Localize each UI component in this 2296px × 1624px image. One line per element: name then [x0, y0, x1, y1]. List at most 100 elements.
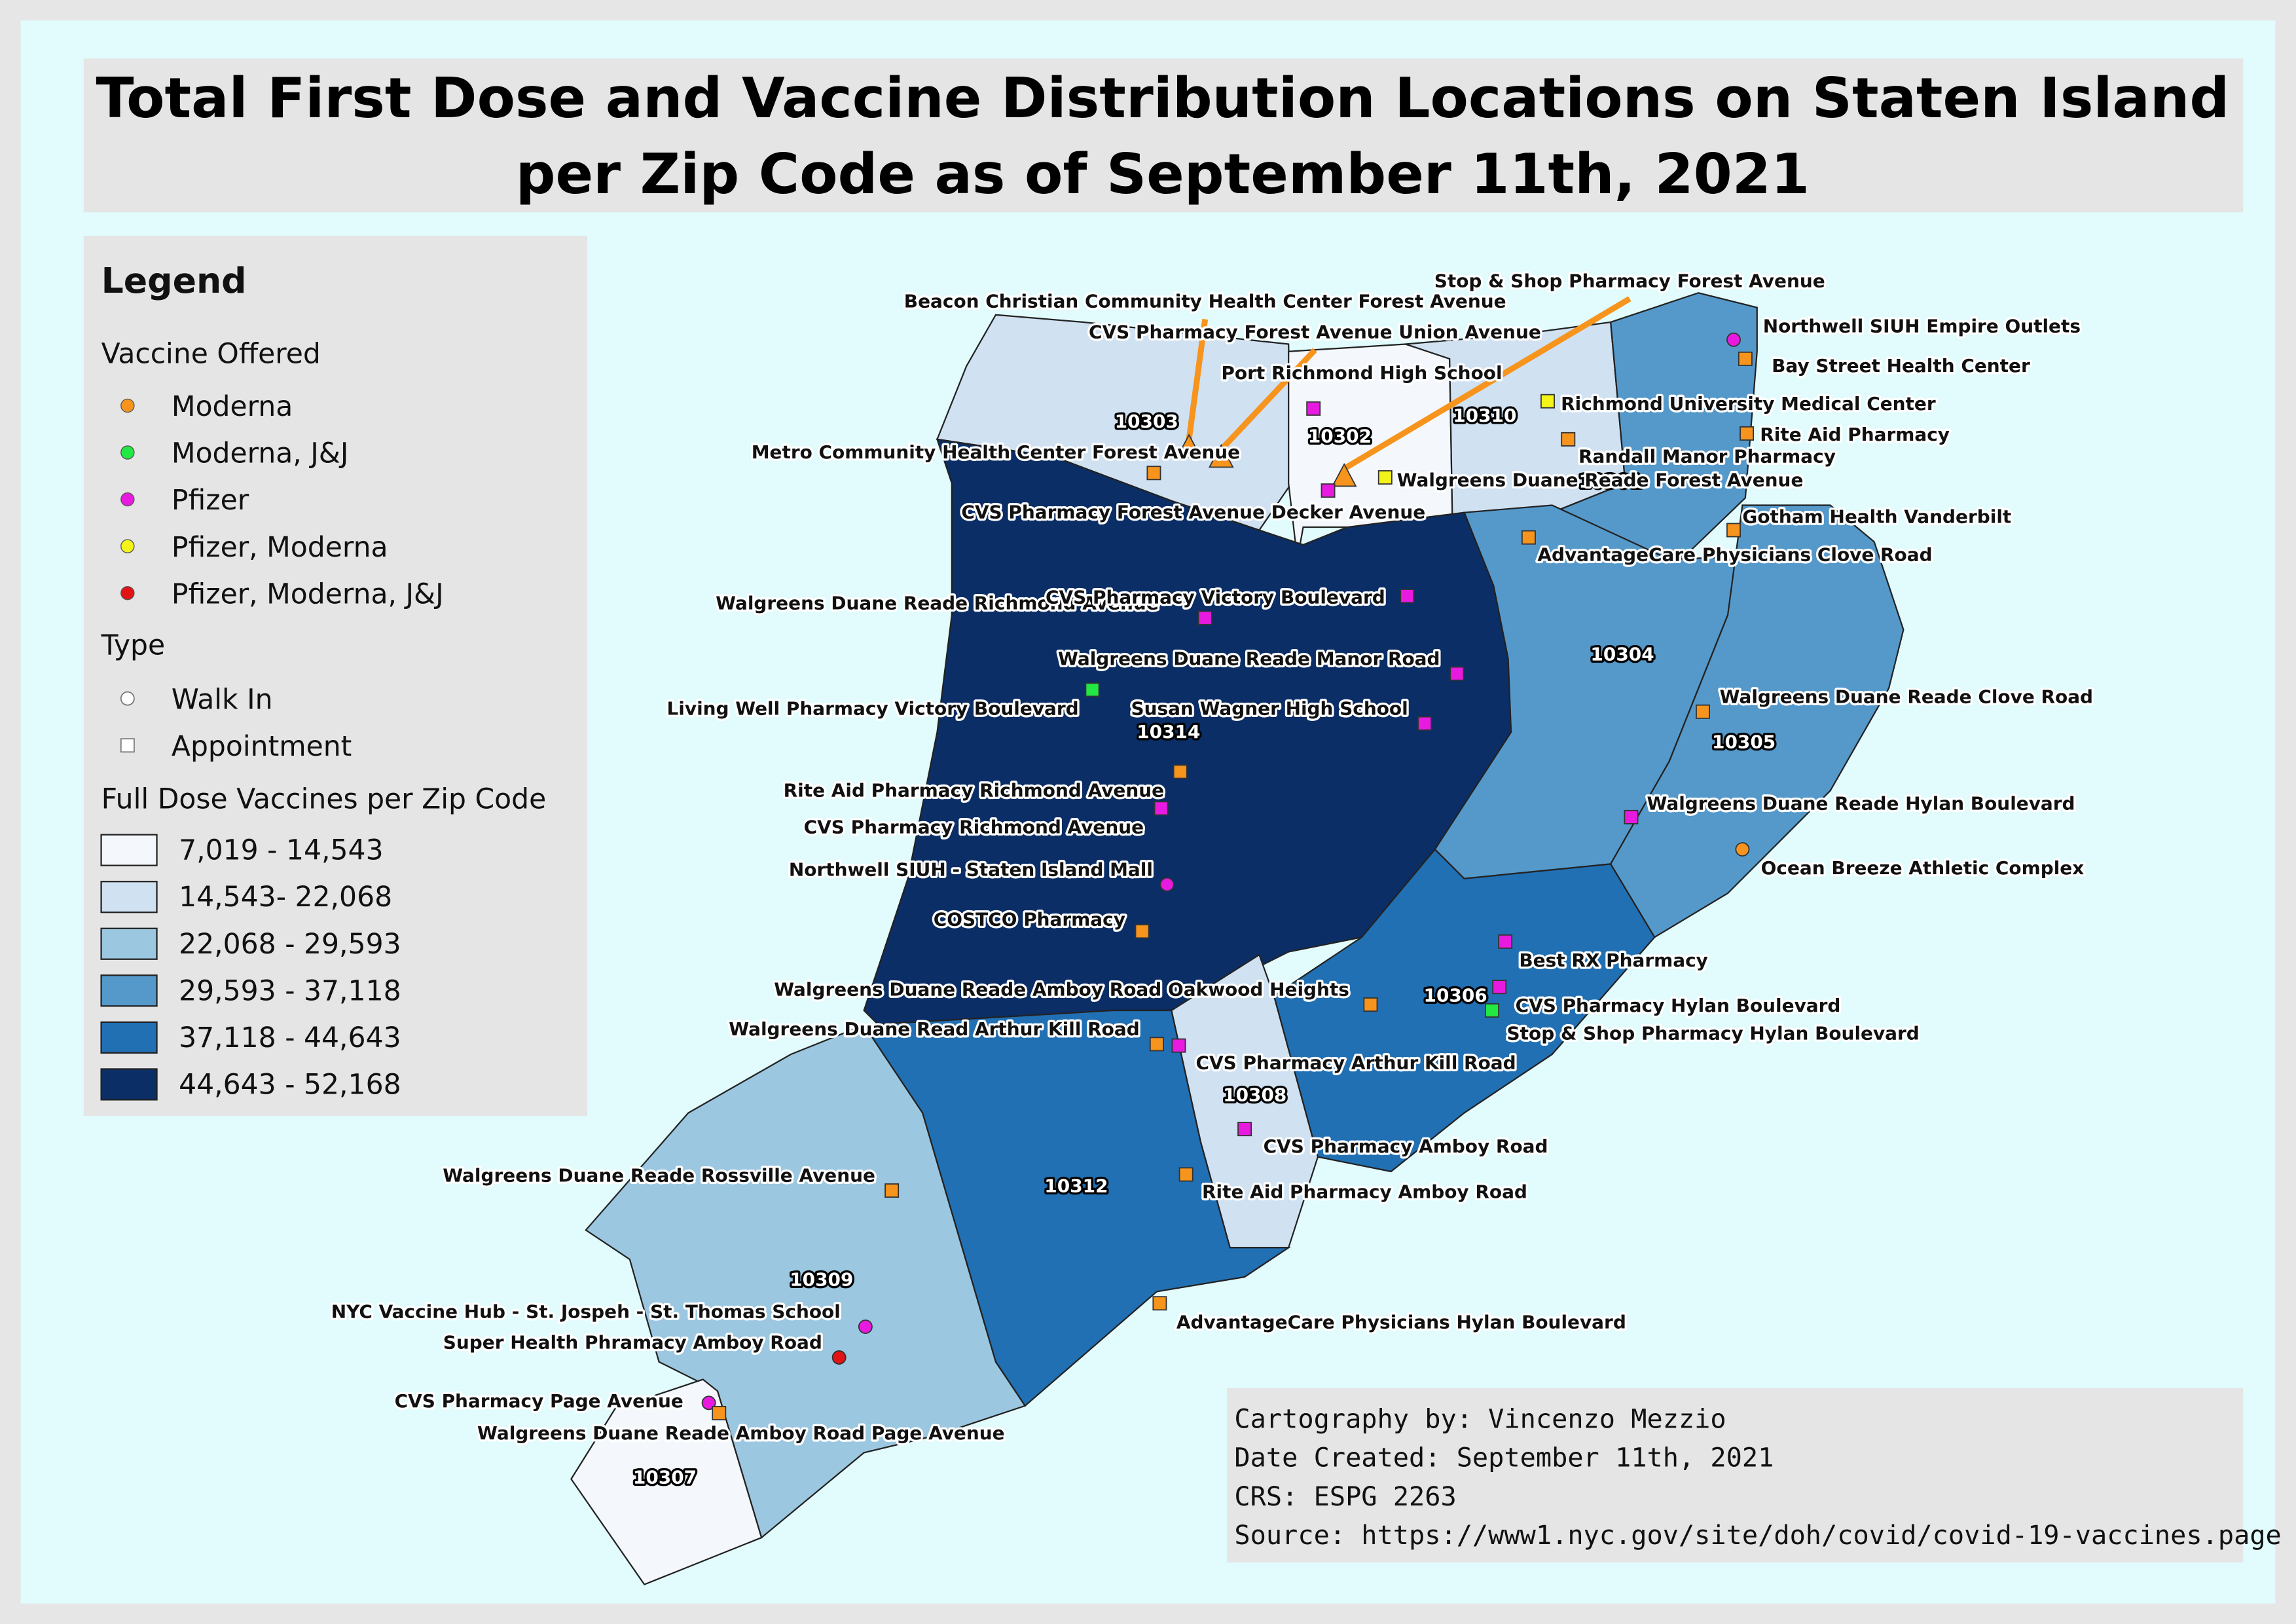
legend-heading: Vaccine Offered [101, 339, 321, 371]
location-label: Beacon Christian Community Health Center… [904, 291, 1506, 312]
location-marker [1321, 483, 1336, 498]
location-label: AdvantageCare Physicians Clove Road [1537, 544, 1932, 565]
legend-items: Moderna Moderna, J&J Pfizer Pfizer, Moderna… [100, 391, 444, 1101]
zip-label: 10307 [633, 1466, 697, 1488]
zip-label: 10314 [1137, 721, 1200, 743]
zip-label: 10303 [1115, 411, 1178, 432]
location-marker [1492, 980, 1507, 995]
legend-title: Legend [101, 260, 247, 301]
arrows [1186, 296, 1631, 471]
legend-swatch [120, 539, 135, 553]
zip-label: 10302 [1308, 425, 1372, 447]
legend-swatch [100, 927, 158, 960]
location-label: Walgreens Duane Reade Rossville Avenue [443, 1165, 875, 1187]
location-label: Richmond University Medical Center [1561, 393, 1936, 415]
title-box [83, 58, 2244, 213]
legend-label: 22,068 - 29,593 [179, 929, 401, 961]
location-label: Best RX Pharmacy [1519, 950, 1707, 971]
legend-label: 7,019 - 14,543 [179, 835, 384, 867]
location-marker [858, 1320, 873, 1334]
credit-line: Source: https://www1.nyc.gov/site/doh/co… [1234, 1521, 2281, 1551]
zip-area [1609, 504, 1904, 938]
location-marker [1485, 1003, 1499, 1018]
location-marker [712, 1406, 727, 1420]
location-marker [831, 1350, 847, 1365]
legend-label: 29,593 - 37,118 [179, 975, 401, 1007]
location-marker [1331, 462, 1357, 487]
zip-area [585, 1024, 1027, 1539]
legend-swatch [120, 585, 135, 600]
title-line: Total First Dose and Vaccine Distributio… [96, 66, 2229, 131]
location-label: CVS Pharmacy Forest Avenue Union Avenue [1089, 322, 1541, 343]
location-label: Susan Wagner High School [1131, 697, 1408, 719]
location-label: Gotham Health Vanderbilt [1742, 506, 2011, 527]
zip-area [570, 1378, 763, 1585]
location-label: Super Health Phramacy Amboy Road [443, 1332, 822, 1354]
location-label: CVS Pharmacy Arthur Kill Road [1195, 1052, 1516, 1073]
location-label: Rite Aid Pharmacy Amboy Road [1202, 1181, 1527, 1202]
location-label: Ocean Breeze Athletic Complex [1761, 857, 2085, 879]
legend-swatch [100, 881, 158, 913]
legend-swatch [100, 834, 158, 866]
legend-label: Pfizer, Moderna, J&J [172, 578, 444, 610]
zip-label: 10301 [1579, 471, 1643, 492]
legend-label: Moderna [172, 391, 293, 423]
location-labels: Northwell SIUH Empire Outlets Bay Street … [329, 268, 2095, 1447]
credit-line: Cartography by: Vincenzo Mezzio [1234, 1404, 1726, 1434]
location-marker [1740, 426, 1755, 441]
legend-swatch [120, 398, 135, 413]
zip-label: 10312 [1044, 1175, 1108, 1196]
location-marker [1176, 434, 1202, 458]
location-marker [1540, 394, 1555, 409]
zip-label: 10310 [1453, 405, 1516, 426]
location-label: CVS Pharmacy Richmond Avenue [804, 816, 1144, 838]
location-label: Randall Manor Pharmacy [1578, 446, 1836, 468]
location-marker [1726, 523, 1741, 538]
location-label: CVS Pharmacy Forest Avenue Decker Avenue [961, 502, 1425, 523]
pointer-arrow [1186, 318, 1209, 440]
location-marker [1738, 351, 1753, 366]
location-label: Walgreens Duane Read Arthur Kill Road [729, 1018, 1139, 1040]
location-marker [1152, 1296, 1167, 1311]
location-label: Northwell SIUH - Staten Island Mall [789, 858, 1153, 880]
location-marker [1306, 401, 1321, 416]
location-marker [1085, 682, 1100, 697]
location-label: Metro Community Health Center Forest Ave… [752, 441, 1240, 463]
legend-swatch [120, 691, 135, 706]
location-label: COSTCO Pharmacy [934, 908, 1125, 930]
location-label: CVS Pharmacy Hylan Boulevard [1516, 995, 1841, 1016]
location-marker [1377, 470, 1393, 485]
location-label: Bay Street Health Center [1772, 355, 2030, 377]
location-label: Walgreens Duane Reade Forest Avenue [1397, 469, 1804, 490]
title-line: per Zip Code as of September 11th, 2021 [516, 142, 1810, 207]
location-label: Living Well Pharmacy Victory Boulevard [667, 697, 1079, 719]
location-marker [1197, 610, 1212, 625]
location-marker [1171, 1038, 1186, 1053]
legend-swatch [120, 492, 135, 507]
location-marker [1363, 997, 1378, 1012]
location-marker [1173, 764, 1188, 779]
legend-label: Pfizer [172, 485, 249, 517]
legend-swatch [120, 738, 135, 753]
location-marker [1561, 432, 1576, 447]
location-marker [1178, 1167, 1194, 1182]
location-label: Port Richmond High School [1221, 362, 1502, 384]
location-label: AdvantageCare Physicians Hylan Boulevard [1176, 1311, 1626, 1333]
legend-label: Walk In [172, 684, 273, 716]
legend-box [83, 236, 588, 1116]
location-marker [1417, 716, 1432, 731]
location-label: Walgreens Duane Reade Clove Road [1720, 686, 2093, 707]
credits: Cartography by: Vincenzo Mezzio Date Crea… [1234, 1404, 2281, 1551]
location-label: Walgreens Duane Reade Hylan Boulevard [1647, 793, 2075, 815]
zip-labels: 10303 10302 10310 10301 10304 10305 10314 10306… [631, 403, 1778, 1490]
legend-label: 14,543- 22,068 [179, 881, 392, 913]
legend-label: 44,643 - 52,168 [179, 1069, 401, 1101]
zip-label: 10304 [1590, 644, 1654, 665]
location-markers [701, 332, 1755, 1420]
location-marker [1208, 443, 1234, 468]
pointer-arrow [1219, 348, 1317, 452]
legend-label: 37,118 - 44,643 [179, 1022, 401, 1054]
location-label: CVS Pharmacy Page Avenue [395, 1390, 683, 1412]
